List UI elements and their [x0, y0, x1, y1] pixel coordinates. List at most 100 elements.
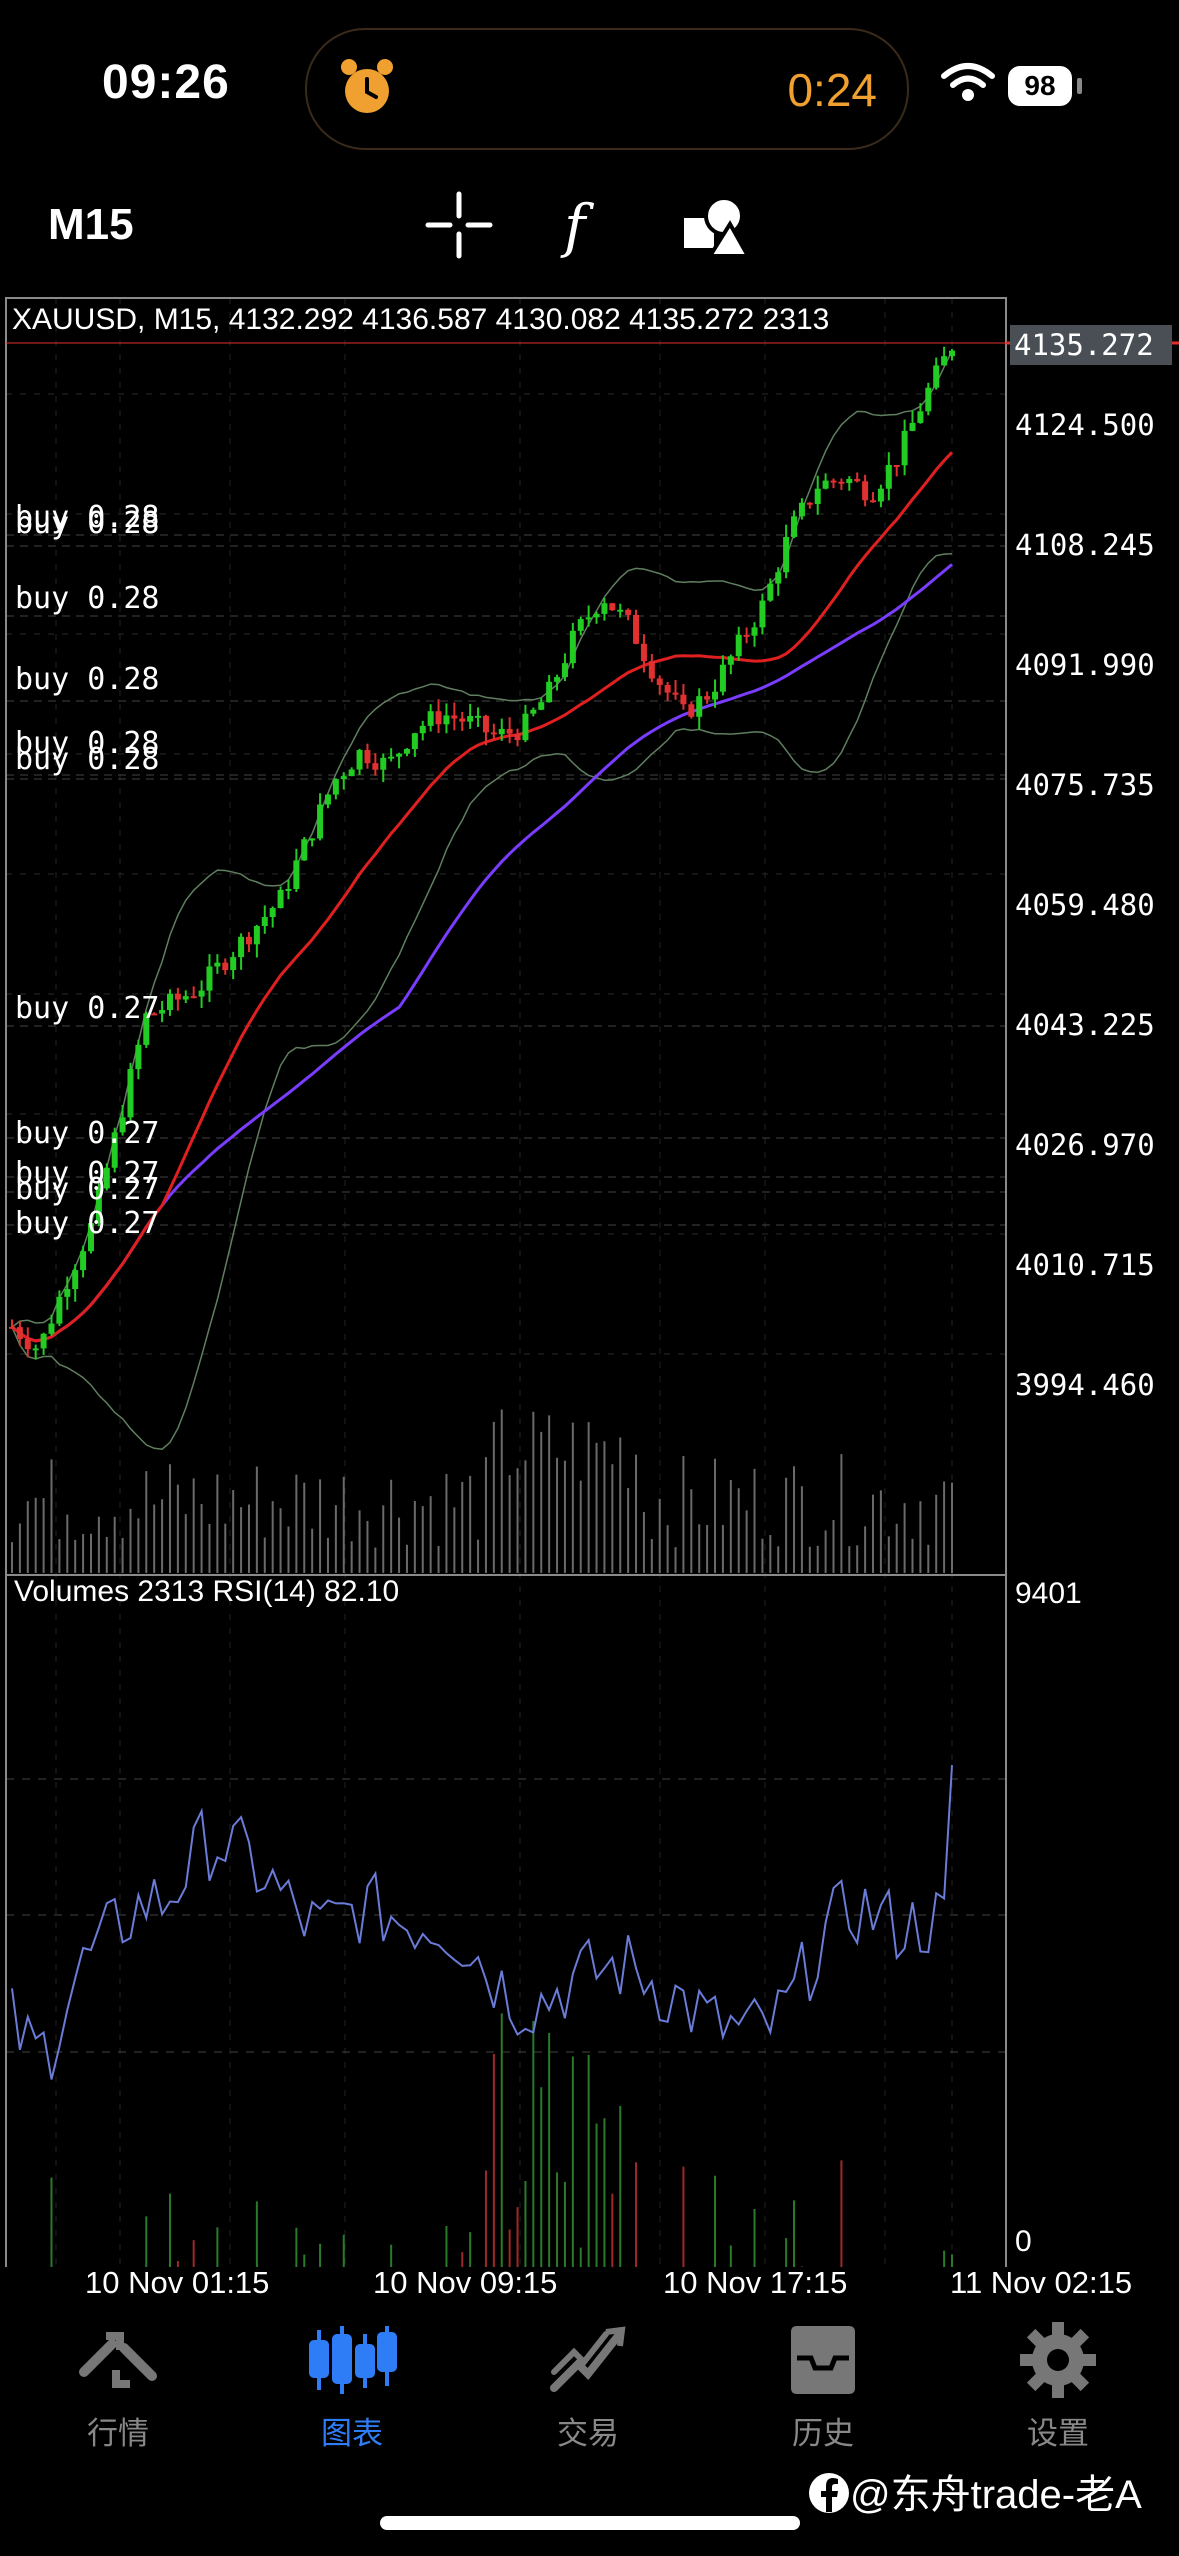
candle-body: [933, 365, 940, 388]
price-label: 4010.715: [1015, 1248, 1155, 1282]
main-chart-frame: [5, 297, 1007, 1576]
candle-body: [783, 536, 790, 573]
candle-body: [561, 663, 568, 678]
tab-history[interactable]: 历史: [743, 2320, 903, 2453]
tab-chart[interactable]: 图表: [272, 2320, 432, 2453]
tab-label: 设置: [1027, 2416, 1089, 2451]
candle-body: [601, 603, 608, 614]
candle-body: [585, 617, 592, 620]
candle-body: [222, 962, 229, 971]
price-label: 4124.500: [1015, 408, 1155, 442]
moving-average-fast: [11, 451, 954, 1343]
buy-order-label[interactable]: buy 0.27: [15, 1172, 160, 1207]
timeframe-selector[interactable]: M15: [48, 200, 134, 249]
candle-body: [648, 661, 655, 679]
candle-body: [672, 692, 679, 695]
candle-body: [198, 990, 205, 997]
candle-body: [656, 678, 663, 685]
chart-icon: [309, 2326, 397, 2394]
time-axis-label: 11 Nov 02:15: [950, 2265, 1133, 2300]
volume-bars-indicator: [50, 2013, 953, 2267]
buy-order-label[interactable]: buy 0.27: [15, 1116, 160, 1151]
price-label: 4108.245: [1015, 528, 1155, 562]
chart-canvas[interactable]: [0, 295, 1179, 2267]
candle-body: [451, 715, 458, 719]
candle-body: [9, 1326, 15, 1329]
ma-fast-line: [11, 451, 954, 1343]
tab-label: 历史: [792, 2416, 854, 2451]
tab-trade[interactable]: 交易: [508, 2320, 668, 2453]
candle-body: [411, 733, 418, 749]
candle-body: [143, 1013, 150, 1045]
candle-body: [324, 794, 331, 805]
current-price-tag: 4135.272: [1010, 325, 1172, 365]
time-axis-label: 10 Nov 17:15: [663, 2265, 848, 2300]
candle-body: [482, 715, 489, 733]
candle-body: [372, 763, 379, 770]
candle-body: [538, 702, 545, 710]
candle-body: [269, 908, 276, 918]
candle-body: [364, 750, 371, 764]
candle-body: [617, 609, 624, 612]
buy-order-label[interactable]: buy 0.28: [15, 506, 160, 541]
candle-body: [506, 728, 513, 734]
price-label: 3994.460: [1015, 1368, 1155, 1402]
candle-body: [498, 728, 505, 735]
buy-order-label[interactable]: buy 0.28: [15, 726, 160, 761]
candle-body: [95, 1188, 102, 1224]
candle-body: [309, 838, 316, 841]
candlesticks: [9, 346, 955, 1360]
candle-body: [403, 748, 410, 754]
tab-settings[interactable]: 设置: [978, 2320, 1138, 2453]
candle-body: [238, 936, 245, 958]
home-indicator[interactable]: [380, 2516, 800, 2530]
band-lower-line: [11, 552, 953, 1450]
function-icon[interactable]: f: [550, 190, 620, 260]
candle-body: [435, 711, 442, 725]
buy-order-label[interactable]: buy 0.28: [15, 662, 160, 697]
candle-body: [554, 677, 561, 682]
candle-body: [854, 478, 861, 482]
candle-body: [24, 1339, 31, 1350]
candle-body: [925, 387, 932, 412]
candle-body: [72, 1270, 79, 1290]
buy-order-label[interactable]: buy 0.28: [15, 742, 160, 777]
candle-body: [87, 1223, 94, 1252]
candle-body: [443, 715, 450, 725]
candle-body: [885, 464, 892, 489]
dynamic-island[interactable]: 0:24: [305, 28, 909, 150]
candle-body: [609, 603, 616, 611]
rsi-polyline: [11, 1765, 953, 2080]
crosshair-icon[interactable]: [424, 190, 494, 260]
candle-body: [64, 1289, 71, 1297]
candle-body: [830, 480, 837, 483]
buy-order-label[interactable]: buy 0.27: [15, 1206, 160, 1241]
alarm-clock-icon: [341, 59, 393, 113]
candle-body: [380, 757, 387, 770]
candle-body: [569, 630, 576, 664]
candle-body: [135, 1044, 142, 1070]
candle-body: [712, 691, 719, 700]
candle-body: [775, 572, 782, 584]
buy-order-label[interactable]: buy 0.28: [15, 500, 160, 535]
candle-body: [32, 1348, 39, 1351]
objects-icon[interactable]: [680, 190, 750, 260]
candle-body: [846, 478, 853, 483]
candle-body: [459, 718, 466, 722]
candle-body: [467, 716, 474, 722]
candle-body: [56, 1296, 63, 1324]
candle-body: [949, 350, 955, 357]
buy-order-label[interactable]: buy 0.28: [15, 581, 160, 616]
buy-order-label[interactable]: buy 0.27: [15, 1156, 160, 1191]
candle-body: [806, 502, 813, 505]
candle-body: [719, 664, 726, 692]
candle-body: [735, 634, 742, 657]
volume-max-label: 9401: [1015, 1577, 1082, 1610]
candle-body: [870, 500, 877, 503]
candle-body: [340, 776, 347, 780]
quotes-icon: [79, 2332, 157, 2388]
buy-order-label[interactable]: buy 0.27: [15, 991, 160, 1026]
tab-quotes[interactable]: 行情: [38, 2320, 198, 2453]
battery-cap: [1077, 78, 1082, 94]
price-label: 4075.735: [1015, 768, 1155, 802]
